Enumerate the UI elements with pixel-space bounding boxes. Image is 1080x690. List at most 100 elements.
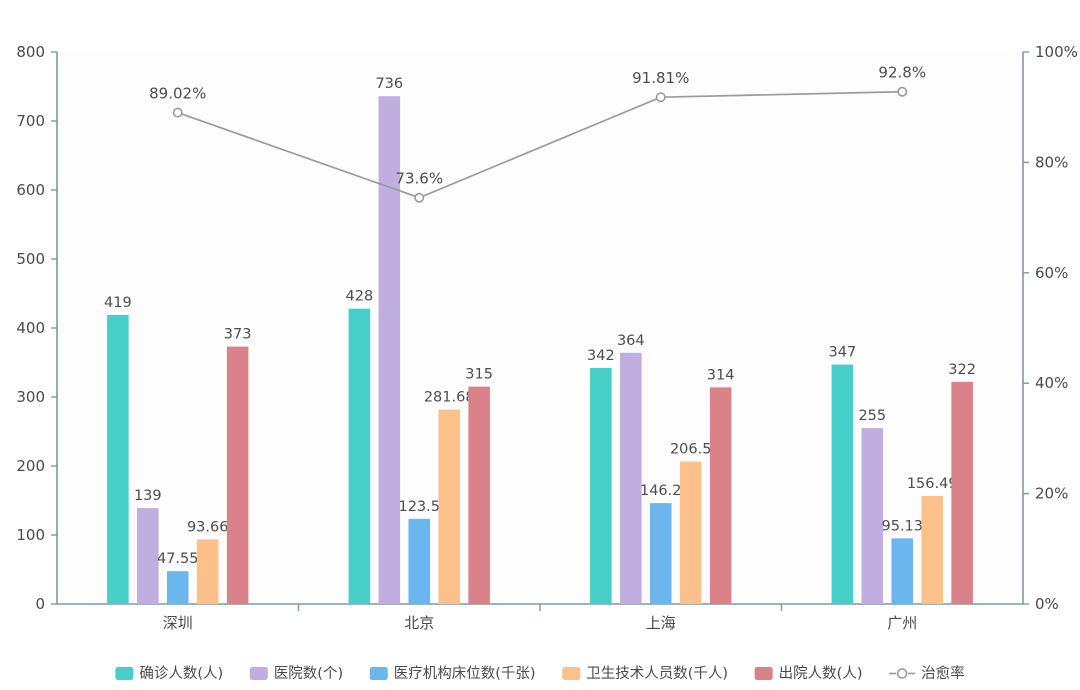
line-series-cure-rate: 89.02% 73.6% 91.81% 92.8% [149,64,926,203]
y-axis-right: 0% 20% 40% 60% 80% 100% [1022,43,1078,613]
bars-layer: 419 139 47.55 93.66 373 428 736 123.5 281.68 315 3… [104,76,976,604]
legend-swatch-icon [562,667,581,680]
bar-rect[interactable] [891,538,914,604]
cure-rate-point[interactable] [414,192,425,203]
bar-value-label: 93.66 [187,519,229,535]
legend-swatch-icon [754,667,773,680]
bar-医院数(个)-深圳[interactable]: 139 [134,488,162,604]
y-right-tick-label: 100% [1035,43,1078,61]
bar-卫生技术人员数(千人)-广州[interactable]: 156.49 [907,476,958,604]
cure-rate-point[interactable] [172,107,183,118]
bar-医疗机构床位数(千张)-上海[interactable]: 146.2 [640,483,682,604]
bar-rect[interactable] [166,571,189,604]
bar-医院数(个)-上海[interactable]: 364 [617,333,645,604]
bar-value-label: 47.55 [157,551,199,567]
bar-医院数(个)-广州[interactable]: 255 [858,408,886,604]
bar-value-label: 139 [134,488,162,504]
y-axis-left: 0 100 200 300 400 500 600 700 800 [16,43,58,613]
bar-出院人数(人)-深圳[interactable]: 373 [224,327,252,604]
bar-医院数(个)-北京[interactable]: 736 [375,76,403,604]
y-left-tick-label: 200 [16,457,45,475]
bar-value-label: 428 [346,289,374,305]
bar-rect[interactable] [107,314,129,604]
legend-item-label: 确诊人数(人) [139,665,223,682]
bar-value-label: 342 [587,348,615,364]
bar-rect[interactable] [378,96,401,604]
bar-value-label: 373 [224,327,252,343]
bar-rect[interactable] [348,308,371,604]
bar-确诊人数(人)-广州[interactable]: 347 [829,345,857,604]
bar-rect[interactable] [468,386,490,604]
x-axis-category-label: 广州 [887,614,917,632]
bar-rect[interactable] [590,368,612,604]
legend-item-治愈率[interactable]: 治愈率 [889,665,965,682]
bar-value-label: 364 [617,333,645,349]
bar-出院人数(人)-广州[interactable]: 322 [948,362,976,604]
cure-rate-polyline [177,90,903,199]
y-left-tick-label: 0 [35,595,45,613]
bar-确诊人数(人)-深圳[interactable]: 419 [104,295,132,604]
bar-rect[interactable] [951,381,973,604]
bar-rect[interactable] [649,503,672,604]
bar-value-label: 206.5 [670,442,712,458]
bar-卫生技术人员数(千人)-深圳[interactable]: 93.66 [187,519,229,604]
legend-item-出院人数(人)[interactable]: 出院人数(人) [754,665,863,682]
y-left-tick-label: 400 [16,319,45,337]
bar-出院人数(人)-北京[interactable]: 315 [465,367,493,604]
y-left-tick-label: 500 [16,250,45,268]
bar-医疗机构床位数(千张)-广州[interactable]: 95.13 [881,518,923,604]
legend-item-label: 卫生技术人员数(千人) [586,665,728,682]
legend-item-卫生技术人员数(千人)[interactable]: 卫生技术人员数(千人) [562,665,728,682]
y-left-tick-label: 100 [16,526,45,544]
bar-rect[interactable] [831,364,854,604]
x-axis-category-label: 深圳 [163,614,193,632]
cure-rate-value-label: 89.02% [149,85,206,103]
y-right-tick-label: 60% [1035,264,1068,282]
bar-rect[interactable] [709,387,732,604]
legend-swatch-icon [249,667,268,680]
bar-rect[interactable] [196,539,219,604]
bar-rect[interactable] [408,518,431,604]
bar-rect[interactable] [679,461,702,604]
chart-legend: 确诊人数(人) 医院数(个) 医疗机构床位数(千张) 卫生技术人员数(千人) 出院人数(… [115,665,965,682]
bar-确诊人数(人)-上海[interactable]: 342 [587,348,615,604]
bar-出院人数(人)-上海[interactable]: 314 [707,367,735,604]
bar-rect[interactable] [921,496,943,604]
bar-卫生技术人员数(千人)-北京[interactable]: 281.68 [424,390,475,604]
bar-卫生技术人员数(千人)-上海[interactable]: 206.5 [670,442,712,604]
y-right-tick-label: 80% [1035,153,1068,171]
x-axis-category-label: 北京 [404,614,434,632]
y-left-tick-label: 600 [16,181,45,199]
cure-rate-point[interactable] [897,86,908,97]
bar-value-label: 255 [858,408,886,424]
x-axis-category-label: 上海 [646,614,676,632]
bar-value-label: 146.2 [640,483,682,499]
bar-rect[interactable] [620,352,642,604]
legend-item-label: 治愈率 [921,665,965,682]
bar-医疗机构床位数(千张)-深圳[interactable]: 47.55 [157,551,199,604]
bar-value-label: 314 [707,367,735,383]
y-right-tick-label: 40% [1035,374,1068,392]
bar-医疗机构床位数(千张)-北京[interactable]: 123.5 [398,499,440,604]
cure-rate-point[interactable] [655,92,666,103]
y-left-tick-label: 700 [16,112,45,130]
bar-value-label: 315 [465,367,493,383]
bar-value-label: 95.13 [881,518,923,534]
legend-item-医院数(个)[interactable]: 医院数(个) [249,665,343,682]
bar-rect[interactable] [137,508,159,604]
legend-item-医疗机构床位数(千张)[interactable]: 医疗机构床位数(千张) [369,665,536,682]
bar-value-label: 281.68 [424,390,475,406]
bar-value-label: 347 [829,345,857,361]
legend-circle-marker-icon [896,668,908,679]
legend-item-确诊人数(人)[interactable]: 确诊人数(人) [115,665,223,682]
bar-value-label: 123.5 [398,499,440,515]
bar-rect[interactable] [226,346,249,604]
y-left-tick-label: 800 [16,43,45,61]
bar-rect[interactable] [438,409,460,604]
y-left-tick-label: 300 [16,388,45,406]
bar-确诊人数(人)-北京[interactable]: 428 [346,289,374,604]
bar-value-label: 736 [375,76,403,92]
bar-rect[interactable] [861,428,884,604]
